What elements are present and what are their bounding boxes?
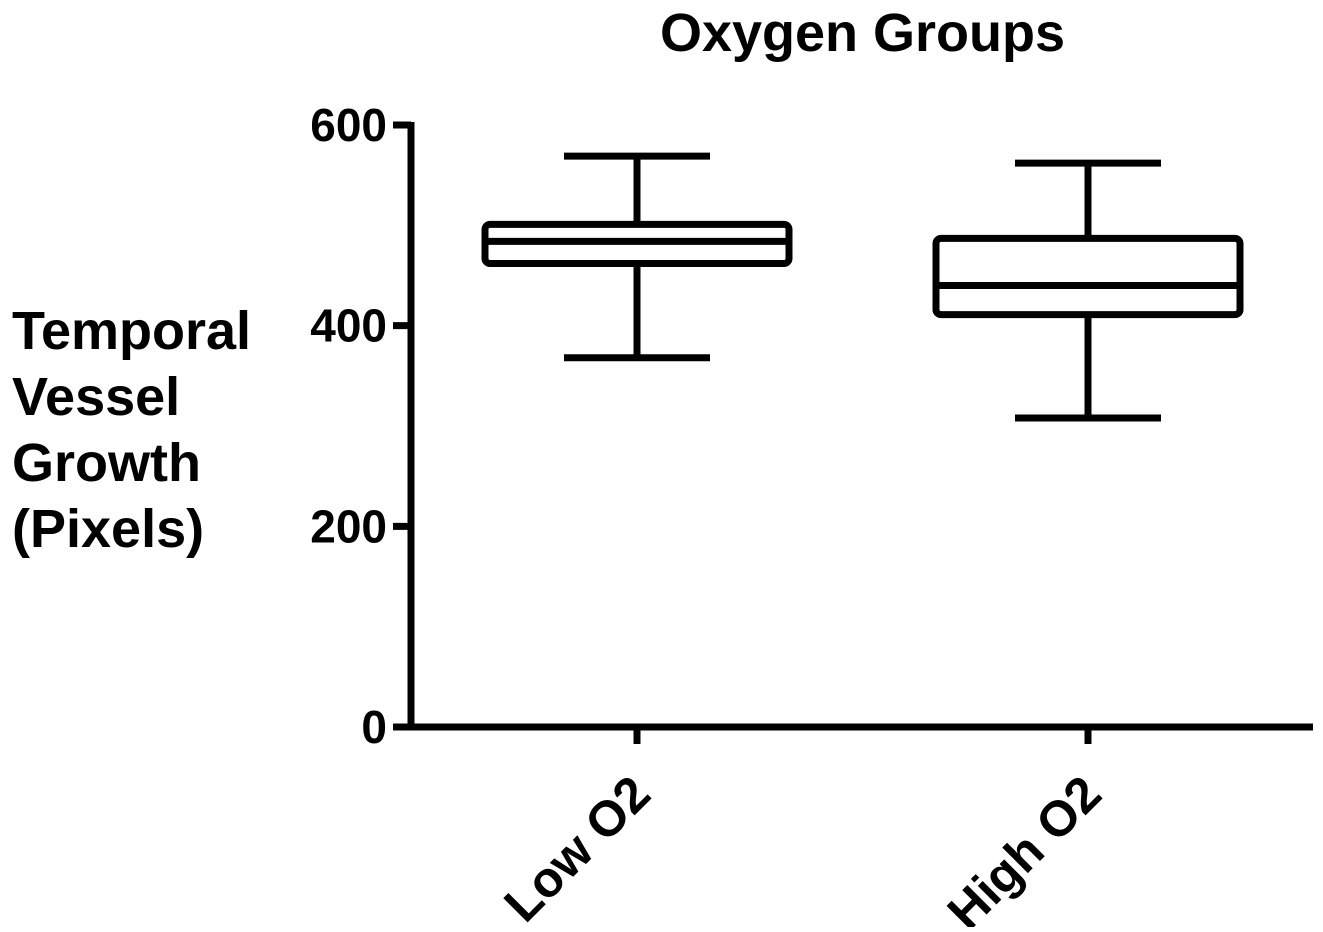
y-axis-label-line: Growth bbox=[12, 433, 201, 493]
y-tick-label: 400 bbox=[310, 300, 387, 352]
chart-title: Oxygen Groups bbox=[659, 3, 1066, 63]
y-tick-label: 600 bbox=[310, 99, 387, 151]
y-axis-label-line: Temporal bbox=[12, 301, 252, 361]
x-tick-label: Low O2 bbox=[493, 765, 660, 927]
y-tick-label: 0 bbox=[361, 701, 387, 753]
y-axis-label-line: (Pixels) bbox=[12, 499, 205, 559]
y-axis-label: Temporal Vessel Growth (Pixels) bbox=[12, 298, 302, 562]
y-axis-label-line: Vessel bbox=[12, 367, 181, 427]
x-tick-label: High O2 bbox=[937, 765, 1112, 927]
box bbox=[932, 234, 1244, 319]
y-tick-label: 200 bbox=[310, 500, 387, 552]
